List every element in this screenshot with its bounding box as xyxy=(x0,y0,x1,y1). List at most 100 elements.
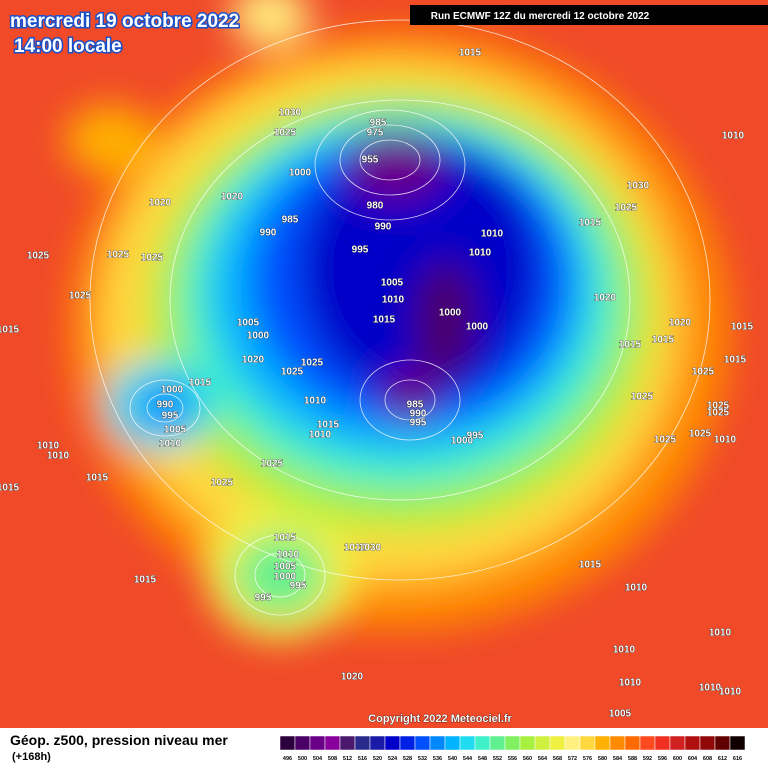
color-swatch xyxy=(444,735,461,751)
pressure-label: 1000 xyxy=(439,308,462,319)
pressure-label: 1010 xyxy=(277,550,300,561)
pressure-label: 1030 xyxy=(359,543,382,554)
pressure-label: 1025 xyxy=(707,401,730,412)
run-info: Run ECMWF 12Z du mercredi 12 octobre 202… xyxy=(431,11,650,22)
pressure-label: 995 xyxy=(410,418,427,429)
pressure-label: 1025 xyxy=(631,392,654,403)
pressure-label: 1015 xyxy=(579,218,602,229)
date-title: mercredi 19 octobre 2022 xyxy=(10,11,239,32)
pressure-label: 1025 xyxy=(654,435,677,446)
scale-label: 520 xyxy=(373,756,382,762)
scale-label: 500 xyxy=(298,756,307,762)
scale-label: 576 xyxy=(583,756,592,762)
scale-label: 584 xyxy=(613,756,623,762)
color-swatch xyxy=(339,735,356,751)
pressure-label: 1010 xyxy=(619,678,642,689)
legend-lead: (+168h) xyxy=(12,751,51,763)
scale-label: 592 xyxy=(643,756,652,762)
pressure-label: 1010 xyxy=(709,628,732,639)
pressure-label: 1010 xyxy=(159,439,182,450)
pressure-label: 1005 xyxy=(164,425,187,436)
scale-label: 532 xyxy=(418,756,427,762)
scale-label: 556 xyxy=(508,756,517,762)
scale-label: 612 xyxy=(718,756,727,762)
pressure-label: 1025 xyxy=(692,367,715,378)
pressure-label: 995 xyxy=(467,431,484,442)
pressure-label: 1015 xyxy=(652,335,675,346)
pressure-label: 990 xyxy=(260,228,277,239)
pressure-label: 975 xyxy=(367,128,384,139)
pressure-label: 1010 xyxy=(625,583,648,594)
pressure-label: 1000 xyxy=(451,436,474,447)
pressure-label: 1025 xyxy=(689,429,712,440)
pressure-label: 1010 xyxy=(309,430,332,441)
pressure-label: 1020 xyxy=(149,198,172,209)
pressure-label: 990 xyxy=(157,400,174,411)
map-field xyxy=(0,0,768,728)
pressure-label: 1015 xyxy=(317,420,340,431)
pressure-label: 1010 xyxy=(719,687,742,698)
scale-label: 600 xyxy=(673,756,682,762)
run-box xyxy=(410,5,768,25)
scale-label: 568 xyxy=(553,756,562,762)
color-swatch xyxy=(609,735,626,751)
pressure-label: 1015 xyxy=(134,575,157,586)
pressure-label: 1025 xyxy=(107,250,130,261)
pressure-label: 1015 xyxy=(619,340,642,351)
color-swatch xyxy=(639,735,656,751)
color-swatch xyxy=(714,735,731,751)
pressure-label: 1010 xyxy=(382,295,405,306)
color-swatch xyxy=(534,735,551,751)
pressure-label: 1010 xyxy=(722,131,745,142)
scale-label: 564 xyxy=(538,756,548,762)
pressure-label: 1010 xyxy=(304,396,327,407)
color-swatch xyxy=(504,735,521,751)
scale-label: 496 xyxy=(283,756,292,762)
color-swatch xyxy=(384,735,401,751)
pressure-label: 1010 xyxy=(344,543,367,554)
pressure-label: 995 xyxy=(352,245,369,256)
scale-label: 540 xyxy=(448,756,457,762)
pressure-label: 1015 xyxy=(579,560,602,571)
color-swatch xyxy=(564,735,581,751)
color-swatch xyxy=(699,735,716,751)
pressure-label: 995 xyxy=(290,581,307,592)
pressure-label: 955 xyxy=(362,155,379,166)
pressure-label: 1010 xyxy=(469,248,492,259)
pressure-label: 985 xyxy=(370,118,387,129)
pressure-label: 1015 xyxy=(373,315,396,326)
pressure-label: 1020 xyxy=(242,355,265,366)
pressure-label: 1005 xyxy=(274,562,297,573)
pressure-label: 1025 xyxy=(281,367,304,378)
pressure-label: 1025 xyxy=(615,203,638,214)
pressure-label: 1015 xyxy=(724,355,747,366)
pressure-label: 1030 xyxy=(279,108,302,119)
pressure-label: 1015 xyxy=(731,322,754,333)
color-swatch xyxy=(729,735,746,751)
scale-label: 548 xyxy=(478,756,487,762)
scale-label: 524 xyxy=(388,756,398,762)
pressure-label: 1010 xyxy=(481,229,504,240)
color-swatch xyxy=(489,735,506,751)
pressure-label: 1015 xyxy=(0,483,20,494)
color-swatch xyxy=(429,735,446,751)
color-swatch xyxy=(399,735,416,751)
pressure-label: 1025 xyxy=(141,253,164,264)
pressure-label: 1015 xyxy=(189,378,212,389)
scale-label: 504 xyxy=(313,756,323,762)
pressure-label: 1015 xyxy=(0,325,20,336)
pressure-label: 1010 xyxy=(613,645,636,656)
pressure-label: 1005 xyxy=(609,709,632,720)
color-swatch xyxy=(324,735,341,751)
scale-label: 528 xyxy=(403,756,412,762)
color-swatch xyxy=(594,735,611,751)
scale-label: 508 xyxy=(328,756,337,762)
color-swatch xyxy=(294,735,311,751)
pressure-label: 1005 xyxy=(237,318,260,329)
pressure-label: 1030 xyxy=(627,181,650,192)
color-swatch xyxy=(669,735,686,751)
scale-label: 536 xyxy=(433,756,442,762)
pressure-label: 990 xyxy=(375,222,392,233)
pressure-label: 1000 xyxy=(274,572,297,583)
color-swatch xyxy=(624,735,641,751)
